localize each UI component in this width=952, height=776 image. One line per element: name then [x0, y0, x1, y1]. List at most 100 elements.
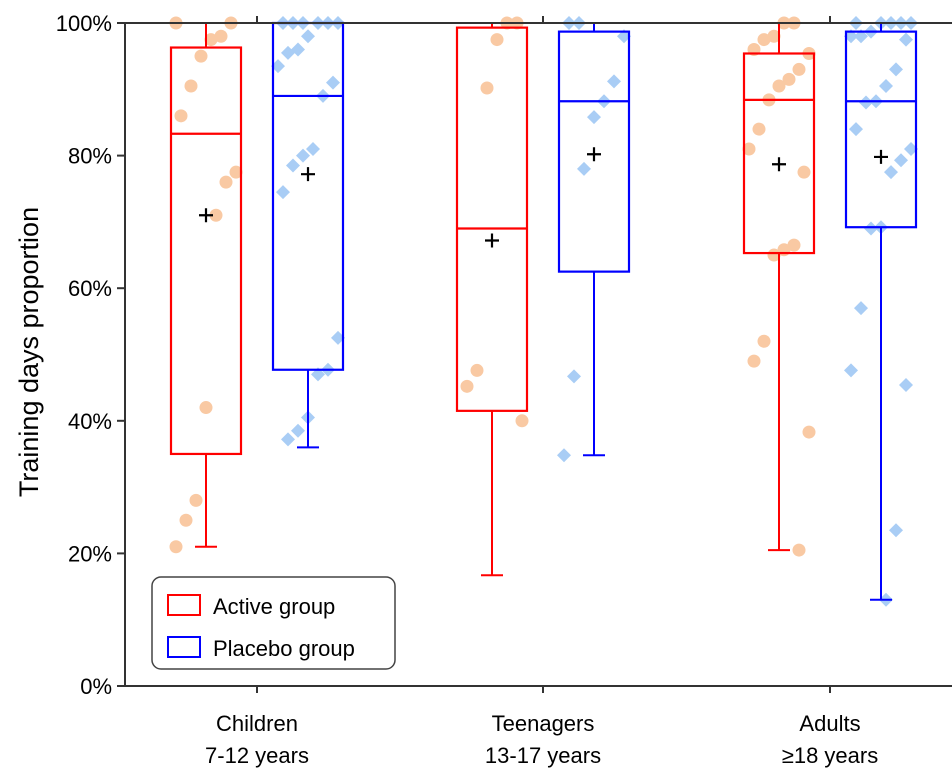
x-ticks: Children 7-12 years Teenagers 13-17 years Ad… [205, 16, 878, 768]
data-point-1-2-6 [854, 29, 868, 44]
data-point-0-2-3 [757, 33, 771, 47]
data-point-0-2-2 [767, 29, 781, 43]
y-tick-label-80: 80% [68, 144, 112, 169]
data-point-1-1-8 [557, 448, 571, 463]
data-point-0-2-12 [797, 165, 811, 179]
data-point-0-2-11 [742, 142, 756, 156]
data-point-0-0-6 [174, 109, 188, 123]
data-point-0-0-2 [214, 29, 228, 43]
data-point-1-0-6 [301, 29, 315, 44]
box-0-0 [169, 46, 243, 456]
data-point-0-2-8 [772, 79, 786, 93]
data-point-1-0-13 [296, 148, 310, 163]
box-1-2 [844, 30, 918, 229]
data-point-1-2-8 [899, 32, 913, 47]
y-tick-label-40: 40% [68, 409, 112, 434]
data-point-1-2-9 [889, 62, 903, 77]
data-point-1-2-16 [884, 165, 898, 180]
legend-swatch-placebo [167, 636, 201, 658]
data-point-0-2-10 [752, 122, 766, 136]
axes [124, 22, 952, 687]
data-point-0-0-4 [194, 49, 208, 63]
data-point-0-2-13 [787, 238, 801, 252]
data-point-0-1-3 [480, 81, 494, 95]
legend: Active group Placebo group [151, 576, 396, 670]
x-category-label-line1-0: Children [216, 711, 298, 736]
data-point-1-0-12 [306, 141, 320, 156]
data-point-1-2-15 [894, 153, 908, 168]
y-axis-title: Training days proportion [14, 207, 44, 497]
boxes [169, 21, 918, 601]
data-point-0-2-7 [782, 72, 796, 86]
data-point-0-0-7 [229, 165, 243, 179]
box-1-1 [557, 30, 631, 273]
mean-marker-0-2 [772, 157, 786, 172]
data-point-1-0-8 [281, 45, 295, 60]
data-point-1-1-3 [607, 74, 621, 89]
data-point-0-0-3 [204, 33, 218, 47]
data-point-0-1-2 [490, 33, 504, 47]
data-point-1-0-18 [311, 367, 325, 382]
y-tick-label-60: 60% [68, 276, 112, 301]
data-point-0-0-5 [184, 79, 198, 93]
data-point-1-0-15 [276, 185, 290, 200]
y-tick-label-0: 0% [80, 674, 112, 699]
data-point-0-2-17 [747, 354, 761, 368]
data-point-1-2-21 [899, 377, 913, 392]
legend-swatch-active [167, 594, 201, 616]
mean-marker-1-1 [587, 147, 601, 162]
data-point-1-1-2 [617, 29, 631, 44]
data-point-1-2-10 [879, 78, 893, 93]
data-point-0-0-13 [169, 540, 183, 554]
data-point-0-1-4 [470, 363, 484, 377]
data-point-0-0-9 [209, 208, 223, 222]
x-category-label-line2-0: 7-12 years [205, 743, 309, 768]
data-point-0-0-10 [199, 401, 213, 415]
legend-frame [151, 576, 396, 670]
data-point-0-1-5 [460, 379, 474, 393]
x-category-label-line1-2: Adults [799, 711, 860, 736]
data-point-0-2-16 [757, 334, 771, 348]
mean-marker-0-1 [485, 233, 499, 248]
legend-label-placebo: Placebo group [213, 636, 355, 661]
y-ticks: 0% 20% 40% 60% 80% 100% [56, 11, 125, 699]
data-point-1-0-14 [286, 158, 300, 173]
data-point-0-2-18 [802, 425, 816, 439]
legend-label-active: Active group [213, 594, 335, 619]
data-points [169, 16, 918, 607]
x-category-label-line1-1: Teenagers [492, 711, 595, 736]
data-point-1-0-16 [331, 330, 345, 345]
data-point-1-0-10 [326, 75, 340, 90]
data-point-0-0-12 [179, 513, 193, 527]
data-point-0-2-19 [792, 543, 806, 557]
data-point-1-0-9 [271, 59, 285, 74]
x-category-label-line2-2: ≥18 years [782, 743, 878, 768]
y-tick-label-20: 20% [68, 541, 112, 566]
box-0-1 [455, 26, 529, 412]
x-category-label-line2-1: 13-17 years [485, 743, 601, 768]
data-point-1-2-19 [854, 301, 868, 316]
data-point-1-1-6 [577, 161, 591, 176]
data-point-0-0-8 [219, 175, 233, 189]
data-point-1-2-13 [849, 122, 863, 137]
data-point-1-0-21 [281, 432, 295, 447]
data-point-1-2-20 [844, 363, 858, 378]
box-0-2 [742, 52, 816, 255]
data-point-1-0-20 [291, 423, 305, 438]
data-point-1-1-7 [567, 369, 581, 384]
mean-marker-1-2 [874, 149, 888, 164]
mean-marker-1-0 [301, 167, 315, 182]
data-point-0-2-15 [767, 248, 781, 262]
data-point-0-2-6 [792, 62, 806, 76]
y-tick-label-100: 100% [56, 11, 112, 36]
data-point-1-2-18 [864, 221, 878, 236]
data-point-0-1-6 [515, 414, 529, 428]
mean-marker-0-0 [199, 208, 213, 223]
data-point-1-2-22 [889, 523, 903, 538]
data-point-1-2-14 [904, 141, 918, 156]
data-point-0-0-11 [189, 493, 203, 507]
data-point-1-2-7 [844, 29, 858, 44]
data-point-1-1-5 [587, 110, 601, 125]
data-point-1-2-12 [859, 95, 873, 110]
